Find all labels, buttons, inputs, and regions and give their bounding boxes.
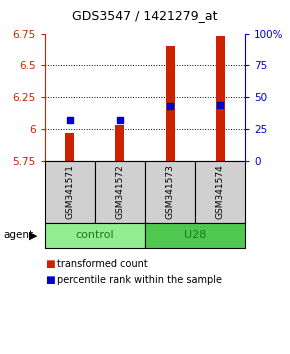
Text: U28: U28 (184, 230, 206, 240)
Bar (215, 36, 224, 161)
Text: ■: ■ (45, 275, 55, 285)
Text: GSM341571: GSM341571 (66, 165, 75, 219)
Text: GSM341573: GSM341573 (166, 165, 175, 219)
Text: agent: agent (3, 230, 33, 240)
Bar (66, 133, 75, 161)
Bar (45, 161, 95, 223)
Bar (166, 46, 175, 161)
Bar (145, 161, 195, 223)
Text: GDS3547 / 1421279_at: GDS3547 / 1421279_at (72, 10, 218, 22)
Bar (145, 223, 245, 248)
Bar (115, 125, 124, 161)
Text: GSM341572: GSM341572 (115, 165, 124, 219)
Text: ▶: ▶ (29, 230, 38, 240)
Bar (195, 161, 245, 223)
Bar (95, 161, 145, 223)
Bar (45, 223, 145, 248)
Text: ■: ■ (45, 259, 55, 269)
Text: percentile rank within the sample: percentile rank within the sample (57, 275, 222, 285)
Text: GSM341574: GSM341574 (215, 165, 224, 219)
Text: control: control (76, 230, 114, 240)
Text: transformed count: transformed count (57, 259, 147, 269)
